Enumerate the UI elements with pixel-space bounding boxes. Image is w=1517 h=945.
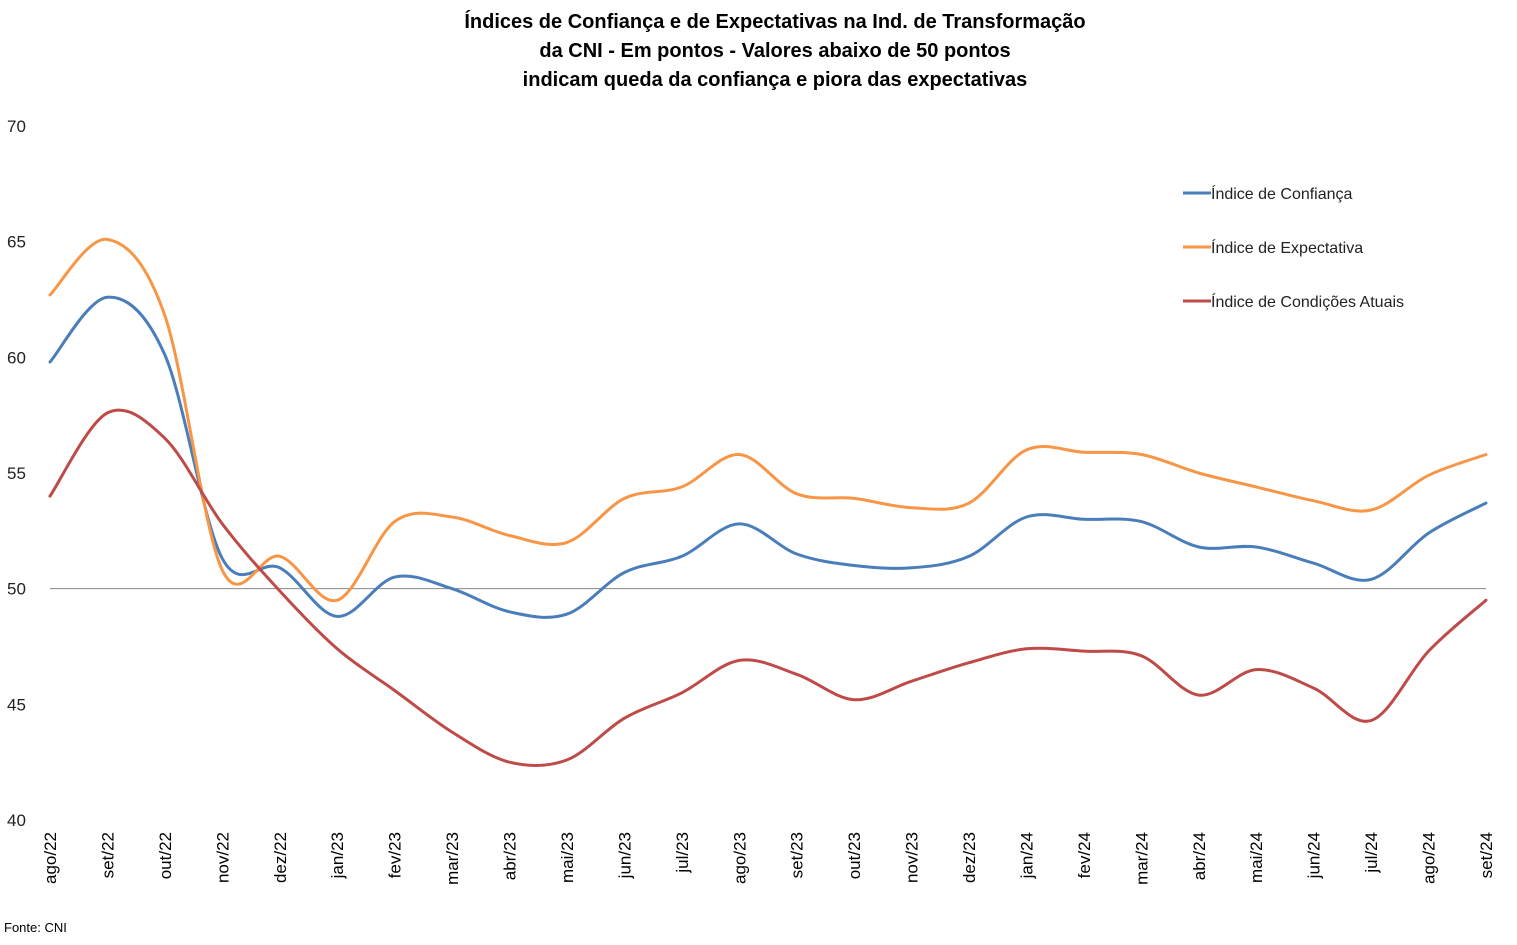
y-axis-ticks: 40 45 50 55 60 65 70	[7, 117, 26, 830]
series-line-condicoes-atuais	[48, 408, 1488, 768]
x-tick-label: fev/23	[386, 832, 405, 878]
chart-title: Índices de Confiança e de Expectativas n…	[0, 8, 1517, 95]
y-tick-label: 60	[7, 348, 26, 367]
x-tick-label: jan/24	[1017, 832, 1036, 879]
x-tick-label: out/22	[156, 832, 175, 879]
chart-title-line-3: indicam queda da confiança e piora das e…	[522, 69, 1028, 91]
y-tick-label: 55	[7, 464, 26, 483]
chart-title-line-1: Índices de Confiança e de Expectativas n…	[464, 11, 1086, 33]
y-tick-label: 45	[7, 695, 26, 714]
x-tick-label: dez/23	[960, 832, 979, 883]
y-tick-label: 70	[7, 117, 26, 136]
legend-label: Índice de Confiança	[1211, 184, 1353, 203]
y-tick-label: 50	[7, 580, 26, 599]
legend: Índice de Confiança Índice de Expectativa…	[1183, 184, 1404, 311]
series-lines	[48, 237, 1488, 768]
x-tick-label: set/23	[788, 832, 807, 878]
x-tick-label: mai/23	[558, 832, 577, 883]
x-tick-label: out/23	[845, 832, 864, 879]
series-line-confianca	[48, 295, 1488, 619]
x-axis-ticks: ago/22 set/22 out/22 nov/22 dez/22 jan/23 fev/…	[41, 832, 1496, 885]
x-tick-label: dez/22	[271, 832, 290, 883]
x-tick-label: set/24	[1477, 832, 1496, 878]
x-tick-label: jul/23	[673, 832, 692, 874]
x-tick-label: jun/23	[615, 832, 634, 879]
x-tick-label: ago/23	[730, 832, 749, 884]
legend-label: Índice de Expectativa	[1211, 238, 1363, 257]
x-tick-label: mai/24	[1247, 832, 1266, 883]
source-note: Fonte: CNI	[4, 920, 67, 935]
x-tick-label: mar/23	[443, 832, 462, 885]
y-tick-label: 65	[7, 233, 26, 252]
chart-title-line-2: da CNI - Em pontos - Valores abaixo de 5…	[539, 40, 1011, 62]
x-tick-label: nov/22	[213, 832, 232, 883]
x-tick-label: abr/23	[501, 832, 520, 880]
x-tick-label: ago/22	[41, 832, 60, 884]
y-tick-label: 40	[7, 811, 26, 830]
x-tick-label: mar/24	[1132, 832, 1151, 885]
legend-label: Índice de Condições Atuais	[1211, 292, 1404, 311]
x-tick-label: fev/24	[1075, 832, 1094, 878]
x-tick-label: nov/23	[903, 832, 922, 883]
x-tick-label: ago/24	[1420, 832, 1439, 884]
x-tick-label: abr/24	[1190, 832, 1209, 880]
x-tick-label: set/22	[98, 832, 117, 878]
x-tick-label: jul/24	[1362, 832, 1381, 874]
x-tick-label: jun/24	[1305, 832, 1324, 879]
series-line-expectativa	[48, 237, 1488, 603]
x-tick-label: jan/23	[328, 832, 347, 879]
